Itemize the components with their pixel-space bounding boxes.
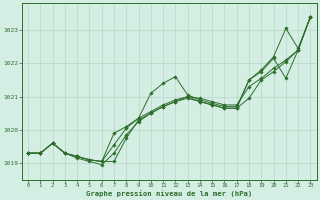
X-axis label: Graphe pression niveau de la mer (hPa): Graphe pression niveau de la mer (hPa) <box>86 190 252 197</box>
